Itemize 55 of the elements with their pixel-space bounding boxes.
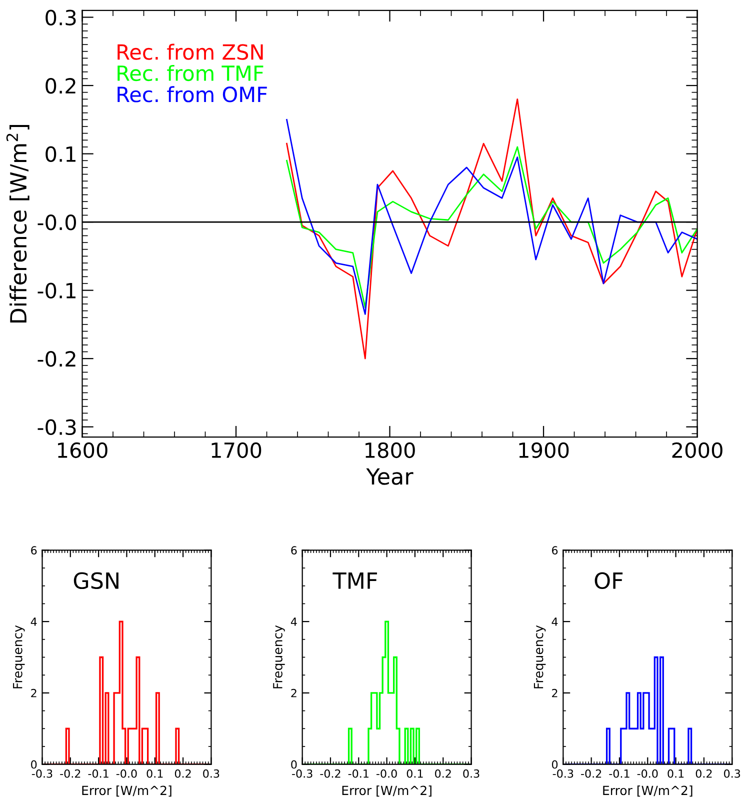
- y-tick-label: 0: [291, 760, 297, 769]
- x-tick-label: -0.1: [609, 769, 630, 778]
- x-tick-label: 0.2: [696, 769, 712, 778]
- x-tick-label: 0.3: [724, 769, 740, 778]
- y-tick-label: 0: [31, 760, 37, 769]
- annotation: TMF: [332, 572, 377, 589]
- y-tick-label: 0.3: [46, 10, 76, 26]
- x-tick-label: 0.2: [435, 769, 451, 778]
- x-tick-label: 0.1: [146, 769, 163, 778]
- y-tick-label: 0: [552, 760, 558, 769]
- y-axis-title: Difference [W/m$^{2}$]: [6, 124, 30, 322]
- text: Rec. from TMF: [118, 64, 264, 82]
- y-tick-label: 6: [552, 546, 558, 555]
- y-axis-title: Frequency: [13, 625, 25, 688]
- y-tick-label: -0.2: [38, 351, 76, 367]
- text: Rec. from ZSN: [118, 44, 263, 60]
- x-tick-label: -0.0: [116, 769, 137, 778]
- x-tick-label: 1700: [212, 442, 262, 458]
- y-tick-label: 4: [30, 618, 37, 626]
- x-tick-label: 0.3: [203, 769, 220, 778]
- x-axis-title: Error [W/m^2]: [603, 785, 692, 797]
- y-tick-label: 2: [31, 688, 36, 698]
- x-tick-label: -0.0: [376, 769, 397, 778]
- y-tick-label: -0.1: [38, 282, 76, 299]
- y-tick-label: 4: [290, 618, 297, 626]
- y-tick-label: -0.0: [38, 214, 76, 230]
- x-tick-label: 1900: [519, 442, 569, 458]
- x-axis-title: Error [W/m^2]: [82, 785, 172, 797]
- x-tick-label: 0.2: [174, 769, 191, 778]
- y-tick-label: 6: [291, 546, 297, 555]
- x-axis-title: Error [W/m^2]: [342, 785, 432, 797]
- y-tick-label: 2: [552, 688, 558, 698]
- y-tick-label: 6: [31, 546, 37, 555]
- x-tick-label: -0.0: [637, 769, 658, 778]
- x-tick-label: -0.2: [581, 769, 602, 778]
- x-tick-label: 0.1: [668, 769, 684, 778]
- x-tick-label: 1800: [366, 442, 415, 458]
- y-tick-label: 4: [552, 618, 558, 626]
- y-axis-title: Frequency: [273, 625, 285, 688]
- series-label: Rec. from OMF: [118, 86, 267, 102]
- y-tick-label: -0.3: [38, 419, 76, 436]
- x-tick-label: -0.2: [320, 769, 340, 778]
- annotation: GSN: [74, 572, 118, 590]
- y-axis-title: Frequency: [534, 625, 546, 688]
- x-tick-label: 0.1: [406, 769, 423, 778]
- y-tick-label: 0.1: [46, 146, 76, 162]
- annotation: OF: [594, 572, 623, 590]
- x-tick-label: 1600: [58, 442, 108, 458]
- x-tick-label: 0.3: [463, 769, 480, 778]
- x-axis-title: Year: [366, 468, 414, 485]
- y-tick-label: 2: [291, 688, 296, 698]
- x-tick-label: -0.1: [348, 769, 368, 778]
- x-tick-label: 2000: [672, 442, 722, 458]
- y-tick-label: 0.2: [46, 78, 76, 94]
- x-tick-label: -0.1: [88, 769, 108, 778]
